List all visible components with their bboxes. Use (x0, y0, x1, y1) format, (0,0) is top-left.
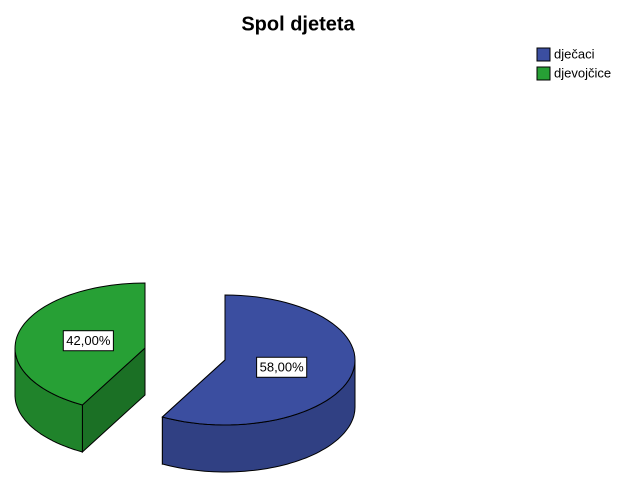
legend-swatch (536, 66, 551, 81)
chart-title: Spol djeteta (241, 13, 355, 35)
legend-label: dječaci (554, 46, 595, 61)
value-label: 58,00% (260, 360, 305, 375)
value-label-box (256, 356, 308, 378)
value-label-box (62, 330, 114, 352)
legend-swatch (536, 47, 551, 62)
legend-label: djevojčice (554, 65, 611, 80)
slice: 42,00% (14, 282, 146, 454)
value-label: 42,00% (66, 333, 111, 348)
slice: 58,00% (161, 294, 356, 473)
